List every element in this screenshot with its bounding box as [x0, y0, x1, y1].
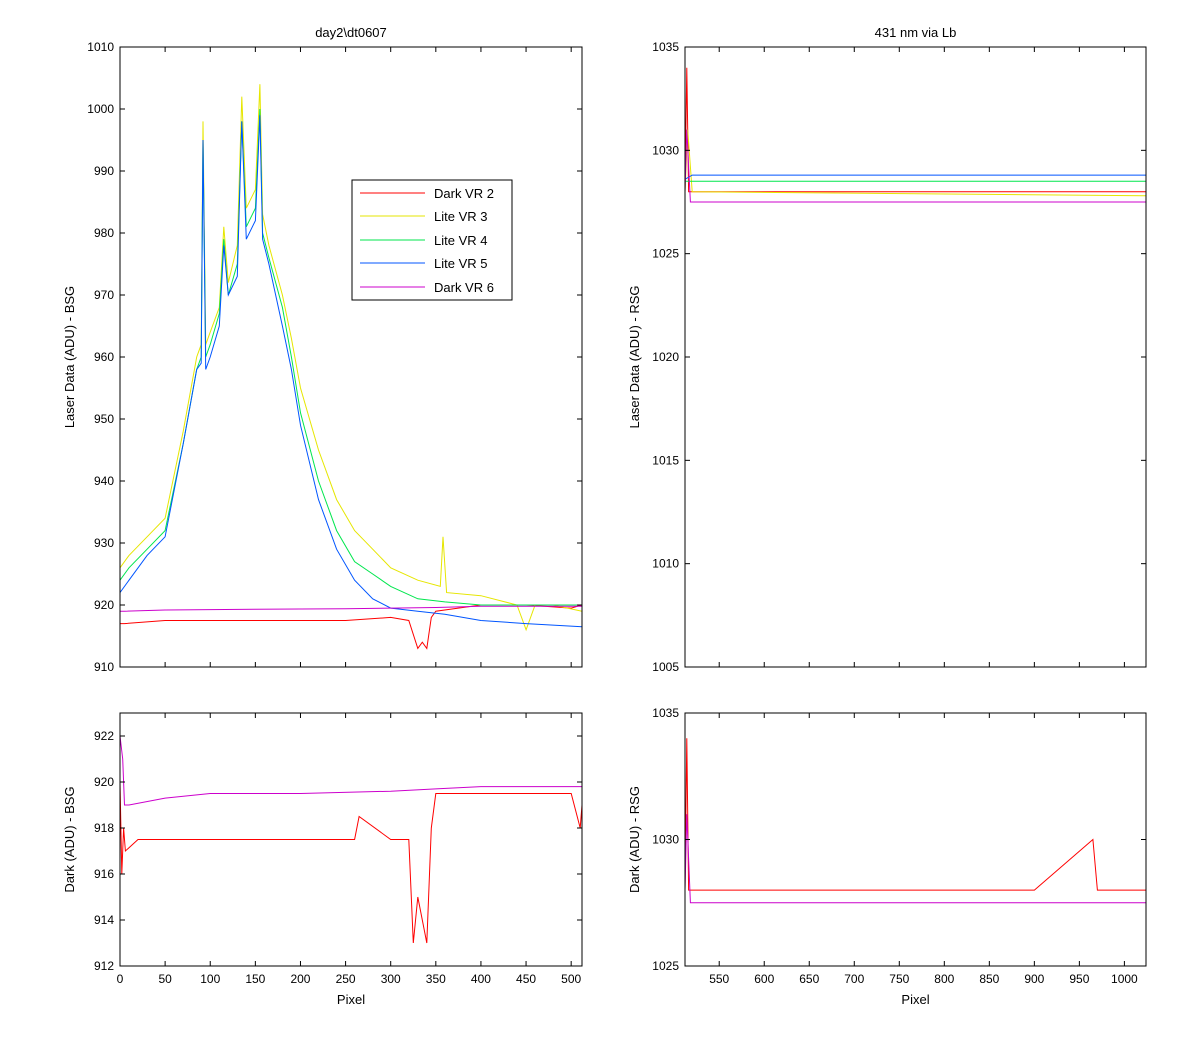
y-axis-label: Dark (ADU) - RSG — [627, 786, 642, 893]
legend-entry-dark-vr-6: Dark VR 6 — [360, 280, 494, 295]
series-line-dark-vr-6 — [120, 735, 582, 806]
y-tick-label: 960 — [94, 350, 114, 364]
y-tick-label: 930 — [94, 536, 114, 550]
y-tick-label: 1015 — [652, 453, 679, 467]
y-axis-label: Laser Data (ADU) - BSG — [62, 286, 77, 428]
y-tick-label: 940 — [94, 474, 114, 488]
series-group — [120, 84, 582, 650]
y-tick-label: 910 — [94, 660, 114, 674]
y-tick-label: 970 — [94, 288, 114, 302]
legend-entry-lite-vr-5: Lite VR 5 — [360, 256, 487, 271]
legend-entry-lite-vr-4: Lite VR 4 — [360, 233, 487, 248]
y-tick-label: 920 — [94, 775, 114, 789]
x-tick-label: 100 — [200, 972, 220, 986]
x-tick-label: 800 — [934, 972, 954, 986]
x-tick-label: 250 — [336, 972, 356, 986]
legend-label: Lite VR 3 — [434, 209, 487, 224]
x-tick-label: 0 — [117, 972, 124, 986]
x-tick-label: 300 — [381, 972, 401, 986]
x-tick-label: 400 — [471, 972, 491, 986]
x-axis-label: Pixel — [337, 992, 365, 1007]
x-tick-label: 600 — [754, 972, 774, 986]
laser-rsg-panel: 1005 1010 1015 1020 1025 1030 1035 431 nm via L… — [627, 25, 1147, 674]
series-line-lite-vr-5 — [120, 115, 582, 628]
x-tick-label: 150 — [245, 972, 265, 986]
y-tick-label: 1005 — [652, 660, 679, 674]
y-tick-label: 1020 — [652, 350, 679, 364]
y-tick-label: 1025 — [652, 959, 679, 973]
y-tick-label: 922 — [94, 729, 114, 743]
x-axis-label: Pixel — [901, 992, 929, 1007]
series-line-dark-vr-6 — [685, 129, 1146, 203]
y-tick-label: 1000 — [87, 102, 114, 116]
legend-label: Dark VR 2 — [434, 186, 494, 201]
plot-area — [685, 47, 1146, 667]
y-tick-label: 1010 — [87, 40, 114, 54]
series-line-lite-vr-4 — [120, 108, 582, 606]
series-line-dark-vr-2 — [685, 67, 1146, 193]
legend-entry-lite-vr-3: Lite VR 3 — [360, 209, 487, 224]
legend: Dark VR 2 Lite VR 3 Lite VR 4 Lite VR 5 … — [351, 179, 513, 301]
x-tick-label: 950 — [1069, 972, 1089, 986]
x-tick-label: 550 — [709, 972, 729, 986]
x-tick-label: 900 — [1024, 972, 1044, 986]
dark-bsg-panel: 912 914 916 918 920 922 0 50 100 150 200 250 300 350 4… — [62, 712, 583, 1007]
x-tick-label: 750 — [889, 972, 909, 986]
series-group — [120, 735, 582, 944]
x-tick-label: 50 — [158, 972, 172, 986]
y-tick-label: 990 — [94, 164, 114, 178]
x-tick-label: 700 — [844, 972, 864, 986]
laser-bsg-panel: 910 920 930 940 950 960 970 980 990 1000 1010 day2\… — [62, 25, 583, 674]
dark-rsg-panel: 1025 1030 1035 550 600 650 700 750 800 850 900 950 1… — [627, 706, 1147, 1007]
x-tick-label: 350 — [426, 972, 446, 986]
x-tick-label: 1000 — [1111, 972, 1138, 986]
y-tick-label: 1030 — [652, 833, 679, 847]
y-tick-label: 980 — [94, 226, 114, 240]
x-tick-label: 650 — [799, 972, 819, 986]
x-tick-label: 200 — [290, 972, 310, 986]
y-axis-label: Dark (ADU) - BSG — [62, 786, 77, 892]
y-tick-label: 950 — [94, 412, 114, 426]
legend-label: Dark VR 6 — [434, 280, 494, 295]
legend-label: Lite VR 4 — [434, 233, 487, 248]
series-line-dark-vr-2 — [120, 781, 582, 944]
y-tick-label: 912 — [94, 959, 114, 973]
y-tick-label: 914 — [94, 913, 114, 927]
series-line-dark-vr-6 — [120, 605, 582, 612]
chart-title: day2\dt0607 — [315, 25, 387, 40]
y-tick-label: 916 — [94, 867, 114, 881]
legend-entry-dark-vr-2: Dark VR 2 — [360, 186, 494, 201]
legend-label: Lite VR 5 — [434, 256, 487, 271]
y-tick-label: 920 — [94, 598, 114, 612]
x-tick-label: 500 — [561, 972, 581, 986]
y-tick-label: 1025 — [652, 247, 679, 261]
x-tick-label: 450 — [516, 972, 536, 986]
y-tick-label: 918 — [94, 821, 114, 835]
series-group — [685, 67, 1146, 203]
y-tick-label: 1010 — [652, 557, 679, 571]
series-line-dark-vr-6 — [685, 814, 1146, 904]
y-tick-label: 1030 — [652, 143, 679, 157]
y-tick-label: 1035 — [652, 706, 679, 720]
y-axis-label: Laser Data (ADU) - RSG — [627, 285, 642, 428]
axes-frame — [119, 712, 583, 967]
series-line-lite-vr-5 — [685, 174, 1146, 180]
plot-area — [685, 713, 1146, 966]
chart-title: 431 nm via Lb — [875, 25, 957, 40]
y-tick-label: 1035 — [652, 40, 679, 54]
x-tick-label: 850 — [979, 972, 999, 986]
